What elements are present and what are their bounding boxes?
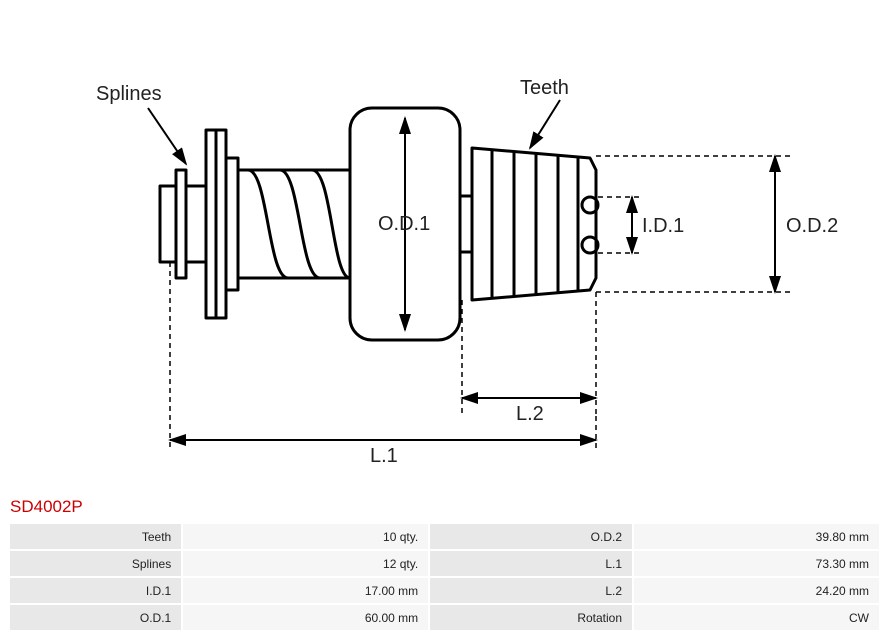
spec-value: 10 qty. [183, 524, 428, 549]
table-row: Teeth 10 qty. O.D.2 39.80 mm [10, 524, 879, 549]
spec-label: O.D.1 [10, 605, 181, 630]
label-l1: L.1 [370, 445, 398, 467]
spec-label: L.2 [430, 578, 632, 603]
spec-value: 17.00 mm [183, 578, 428, 603]
spec-label: Rotation [430, 605, 632, 630]
technical-drawing: Splines Teeth O.D.1 I.D.1 O.D.2 L.2 L.1 [0, 0, 889, 490]
table-row: I.D.1 17.00 mm L.2 24.20 mm [10, 578, 879, 603]
label-id1: I.D.1 [642, 215, 684, 237]
table-row: Splines 12 qty. L.1 73.30 mm [10, 551, 879, 576]
spec-label: L.1 [430, 551, 632, 576]
label-splines: Splines [96, 83, 162, 105]
spec-value: 12 qty. [183, 551, 428, 576]
label-teeth: Teeth [520, 77, 569, 99]
table-row: O.D.1 60.00 mm Rotation CW [10, 605, 879, 630]
product-code: SD4002P [10, 497, 83, 517]
spec-value: 60.00 mm [183, 605, 428, 630]
spec-label: O.D.2 [430, 524, 632, 549]
diagram: Splines Teeth O.D.1 I.D.1 O.D.2 L.2 L.1 [0, 0, 889, 490]
spec-value: 73.30 mm [634, 551, 879, 576]
spec-label: Teeth [10, 524, 181, 549]
label-od2: O.D.2 [786, 215, 838, 237]
spec-label: Splines [10, 551, 181, 576]
label-od1: O.D.1 [378, 213, 430, 235]
spec-label: I.D.1 [10, 578, 181, 603]
arrow-teeth [530, 100, 560, 148]
label-l2: L.2 [516, 403, 544, 425]
arrow-splines [148, 108, 186, 164]
spec-table: Teeth 10 qty. O.D.2 39.80 mm Splines 12 … [8, 522, 881, 632]
spec-value: 39.80 mm [634, 524, 879, 549]
spec-value: 24.20 mm [634, 578, 879, 603]
spec-value: CW [634, 605, 879, 630]
